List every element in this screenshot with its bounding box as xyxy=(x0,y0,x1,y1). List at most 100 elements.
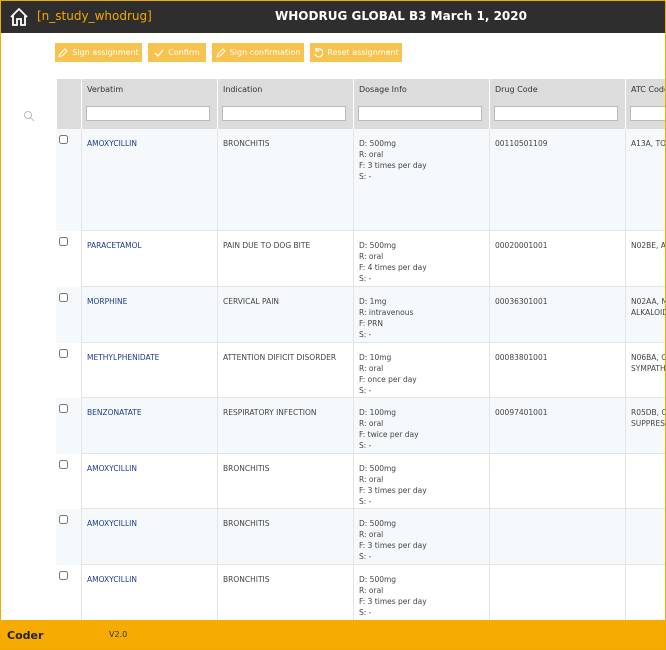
cell-line: S: - xyxy=(359,608,372,617)
cell-text[interactable]: AMOXYCILLIN xyxy=(87,575,137,584)
cell-line: R: oral xyxy=(359,475,384,484)
cell-line: R: oral xyxy=(359,252,384,261)
cell-line: R: oral xyxy=(359,364,384,373)
table-row: AMOXYCILLIN BRONCHITIS D: 500mg R: oral F: 3… xyxy=(56,454,665,509)
cell-drug-code: 00083801001 xyxy=(489,343,625,398)
page-title: WHODRUG GLOBAL B3 March 1, 2020 xyxy=(275,9,527,23)
search-icon xyxy=(24,111,35,122)
cell-text: RESPIRATORY INFECTION xyxy=(223,408,317,417)
cell-drug-code xyxy=(489,509,625,565)
cell-line: R: oral xyxy=(359,586,384,595)
grid: Verbatim Indication Dosage Info Drug Code AT… xyxy=(1,1,666,621)
header: [n_study_whodrug] WHODRUG GLOBAL B3 Marc… xyxy=(1,1,665,33)
cell-line: F: 4 times per day xyxy=(359,263,427,272)
row-checkbox[interactable] xyxy=(59,404,68,413)
cell-atc: A13A, TON xyxy=(625,129,666,231)
cell-dosage: D: 500mg R: oral F: 3 times per day S: - xyxy=(353,565,489,621)
cell-line: R05DB, OT xyxy=(631,408,665,417)
cell-text: CERVICAL PAIN xyxy=(223,297,280,306)
cell-text: 00083801001 xyxy=(495,353,548,362)
cell-line: S: - xyxy=(359,330,372,339)
cell-atc: R05DB, OT SUPPRESS xyxy=(625,398,666,454)
cell-line: S: - xyxy=(359,441,372,450)
cell-line: S: - xyxy=(359,274,372,283)
cell-dosage: D: 10mg R: oral F: once per day S: - xyxy=(353,343,489,398)
cell-indication: PAIN DUE TO DOG BITE xyxy=(217,231,353,287)
toolbar-button[interactable]: Sign confirmation xyxy=(212,43,304,62)
cell-line: D: 100mg xyxy=(359,408,397,417)
cell-text: 00110501109 xyxy=(495,139,548,148)
cell-drug-code xyxy=(489,454,625,509)
home-icon[interactable] xyxy=(9,7,29,27)
row-checkbox[interactable] xyxy=(59,135,68,144)
cell-text: BRONCHITIS xyxy=(223,575,270,584)
button-label: Reset assignment xyxy=(327,48,399,57)
cell-line: D: 500mg xyxy=(359,139,397,148)
cell-text: BRONCHITIS xyxy=(223,519,270,528)
filter-input[interactable] xyxy=(358,106,482,121)
cell-text[interactable]: MORPHINE xyxy=(87,297,128,306)
cell-atc xyxy=(625,454,665,509)
cell-atc: N06BA, CE SYMPATHO xyxy=(625,343,666,398)
cell-atc: N02BE, AN xyxy=(625,231,666,287)
cell-line: SUPPRESS xyxy=(631,419,666,428)
row-checkbox[interactable] xyxy=(59,571,68,580)
button-icon xyxy=(58,47,68,58)
row-checkbox[interactable] xyxy=(59,293,68,302)
column-header: Dosage Info xyxy=(353,79,489,101)
cell-line: A13A, TON xyxy=(631,139,666,148)
toolbar-button[interactable]: Sign assignment xyxy=(55,43,142,62)
cell-text[interactable]: BENZONATATE xyxy=(87,408,142,417)
filter-input[interactable] xyxy=(86,106,210,121)
table-row: BENZONATATE RESPIRATORY INFECTION D: 100mg… xyxy=(56,398,666,454)
cell-text[interactable]: PARACETAMOL xyxy=(87,241,142,250)
row-checkbox[interactable] xyxy=(59,349,68,358)
filter-input[interactable] xyxy=(222,106,346,121)
cell-verbatim: PARACETAMOL xyxy=(81,231,217,287)
cell-line: N06BA, CE xyxy=(631,353,666,362)
cell-line: D: 500mg xyxy=(359,519,397,528)
filter-cell xyxy=(353,101,489,129)
cell-verbatim: AMOXYCILLIN xyxy=(81,129,217,231)
column-header: Verbatim xyxy=(81,79,217,101)
cell-line: N02BE, AN xyxy=(631,241,666,250)
cell-text[interactable]: METHYLPHENIDATE xyxy=(87,353,160,362)
cell-line: F: 3 times per day xyxy=(359,161,427,170)
toolbar-button[interactable]: Confirm xyxy=(148,43,206,62)
toolbar-button[interactable]: Reset assignment xyxy=(310,43,402,62)
button-label: Confirm xyxy=(168,48,200,57)
cell-text[interactable]: AMOXYCILLIN xyxy=(87,519,137,528)
button-icon xyxy=(314,47,324,57)
cell-text[interactable]: AMOXYCILLIN xyxy=(87,139,137,148)
row-checkbox[interactable] xyxy=(59,237,68,246)
table-row: PARACETAMOL PAIN DUE TO DOG BITE D: 500mg R… xyxy=(56,231,666,287)
cell-verbatim: METHYLPHENIDATE xyxy=(81,343,217,398)
column-header: ATC Code xyxy=(625,79,665,101)
cell-drug-code: 00097401001 xyxy=(489,398,625,454)
app-name: Coder xyxy=(7,629,44,642)
cell-line: F: twice per day xyxy=(359,430,419,439)
cell-indication: ATTENTION DIFICIT DISORDER xyxy=(217,343,353,398)
cell-verbatim: BENZONATATE xyxy=(81,398,217,454)
filter-cell xyxy=(625,101,665,129)
cell-text: 00020001001 xyxy=(495,241,548,250)
cell-line: F: 3 times per day xyxy=(359,541,427,550)
filter-input[interactable] xyxy=(494,106,618,121)
cell-line: S: - xyxy=(359,386,372,395)
cell-line: N02AA, N xyxy=(631,297,666,306)
column-header: Drug Code xyxy=(489,79,625,101)
cell-verbatim: AMOXYCILLIN xyxy=(81,509,217,565)
footer: Coder V2.0 xyxy=(1,620,665,649)
cell-line: F: PRN xyxy=(359,319,383,328)
button-label: Sign confirmation xyxy=(229,48,301,57)
version: V2.0 xyxy=(109,630,128,639)
row-checkbox[interactable] xyxy=(59,460,68,469)
cell-text[interactable]: AMOXYCILLIN xyxy=(87,464,137,473)
cell-text: 00036301001 xyxy=(495,297,548,306)
cell-verbatim: AMOXYCILLIN xyxy=(81,454,217,509)
filter-input[interactable] xyxy=(630,106,665,121)
button-icon xyxy=(215,47,226,58)
row-checkbox[interactable] xyxy=(59,515,68,524)
cell-dosage: D: 500mg R: oral F: 3 times per day S: - xyxy=(353,454,489,509)
cell-line: R: oral xyxy=(359,150,384,159)
